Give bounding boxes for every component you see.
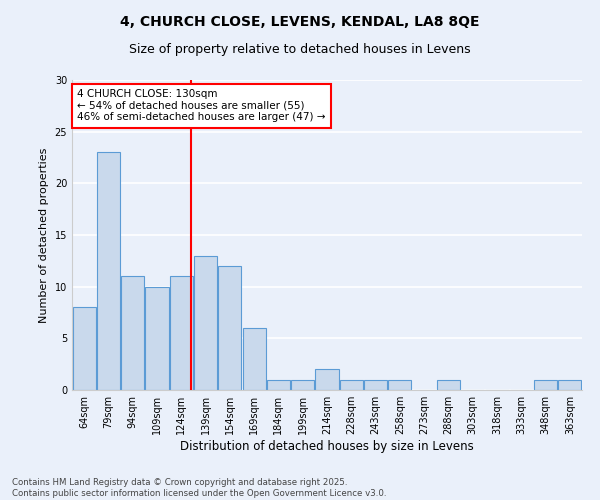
Bar	[291, 380, 314, 390]
Y-axis label: Number of detached properties: Number of detached properties	[39, 148, 49, 322]
Text: Contains HM Land Registry data © Crown copyright and database right 2025.
Contai: Contains HM Land Registry data © Crown c…	[12, 478, 386, 498]
Bar	[218, 266, 241, 390]
Text: 4 CHURCH CLOSE: 130sqm
← 54% of detached houses are smaller (55)
46% of semi-det: 4 CHURCH CLOSE: 130sqm ← 54% of detached…	[77, 90, 326, 122]
Bar	[364, 380, 387, 390]
Bar	[437, 380, 460, 390]
Bar	[194, 256, 217, 390]
X-axis label: Distribution of detached houses by size in Levens: Distribution of detached houses by size …	[180, 440, 474, 453]
Bar	[316, 370, 338, 390]
Bar	[534, 380, 557, 390]
Bar	[97, 152, 120, 390]
Text: Size of property relative to detached houses in Levens: Size of property relative to detached ho…	[129, 42, 471, 56]
Bar	[340, 380, 363, 390]
Bar	[73, 308, 95, 390]
Bar	[267, 380, 290, 390]
Bar	[242, 328, 266, 390]
Bar	[388, 380, 412, 390]
Bar	[145, 286, 169, 390]
Bar	[559, 380, 581, 390]
Bar	[170, 276, 193, 390]
Bar	[121, 276, 144, 390]
Text: 4, CHURCH CLOSE, LEVENS, KENDAL, LA8 8QE: 4, CHURCH CLOSE, LEVENS, KENDAL, LA8 8QE	[120, 15, 480, 29]
